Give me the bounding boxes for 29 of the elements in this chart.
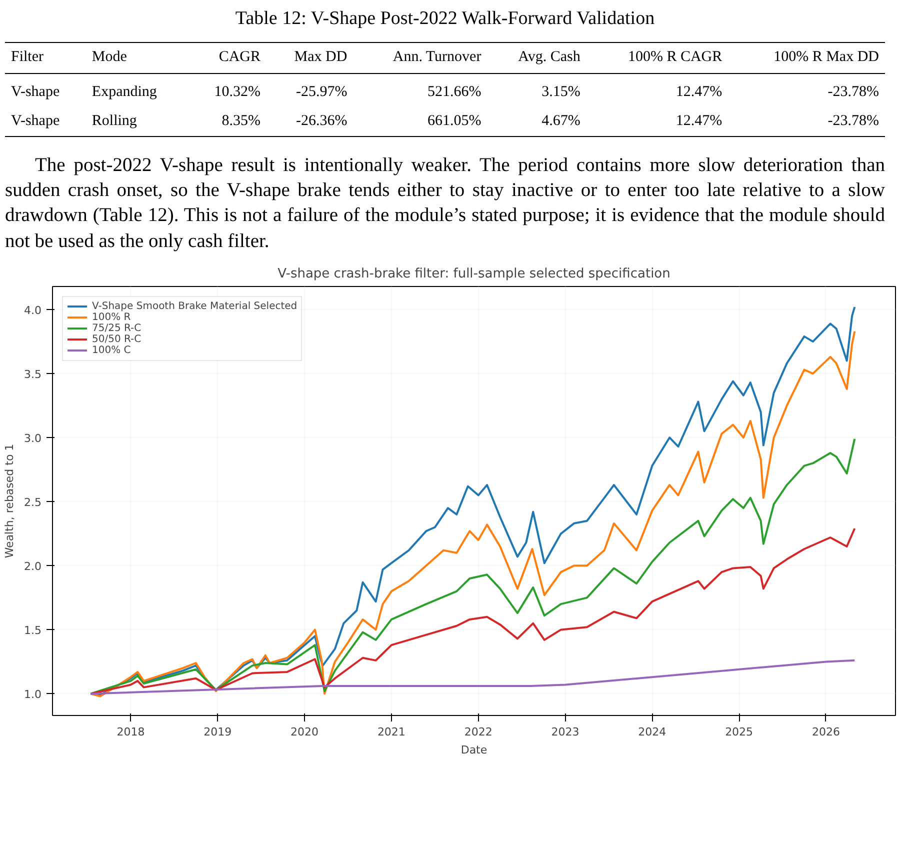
legend-label: 75/25 R-C bbox=[92, 322, 142, 334]
legend-label: V-Shape Smooth Brake Material Selected bbox=[92, 300, 298, 312]
legend-label: 50/50 R-C bbox=[92, 334, 142, 345]
x-tick-label: 2020 bbox=[290, 725, 319, 738]
y-tick-label: 3.0 bbox=[24, 432, 42, 446]
text: V-shape Expanding 10.32% -25.97% 521.66% 3.15% 12.47% -23.78% bbox=[11, 84, 879, 100]
caption: Table 12: V-Shape Post-2022 Walk-Forward Validation bbox=[234, 7, 656, 31]
x-tick-label: 2026 bbox=[812, 725, 840, 738]
y-tick-label: 1.0 bbox=[24, 688, 42, 702]
x-tick-label: 2024 bbox=[638, 725, 666, 738]
y-tick-label: 1.5 bbox=[24, 624, 42, 638]
y-tick-label: 3.5 bbox=[24, 368, 42, 381]
y-axis-title: Wealth, rebased to 1 bbox=[3, 444, 16, 558]
legend-label: 100% R bbox=[92, 312, 131, 323]
x-tick-label: 2018 bbox=[116, 725, 145, 738]
text: Filter Mode CAGR Max DD Ann. Turnover Avg. Cash 100% R CAGR 100% R Max DD bbox=[11, 49, 879, 66]
x-tick-label: 2019 bbox=[204, 725, 232, 738]
x-tick-label: 2023 bbox=[551, 725, 580, 738]
x-tick-label: 2022 bbox=[464, 725, 492, 738]
x-tick-label: 2025 bbox=[725, 725, 754, 738]
text: The post-2022 V-shape result is intentionally weaker. The period contains more slow deterioration than sudden crash onset, so the V-shape brake tends either to stay inactive or to enter too late relative to a slow drawdown (Table 12). This is not a failure of the module’s stated purpose; it is evidence that the module should not be used as the only cash filter. bbox=[5, 154, 885, 254]
chart-title: V-shape crash-brake filter: full-sample selected specification bbox=[278, 266, 670, 282]
x-tick-label: 2021 bbox=[377, 725, 406, 738]
y-tick-label: 4.0 bbox=[24, 304, 42, 317]
y-tick-label: 2.5 bbox=[24, 496, 42, 510]
y-tick-label: 2.0 bbox=[24, 560, 42, 574]
legend-label: 100% C bbox=[92, 344, 131, 356]
x-axis-title: Date bbox=[460, 743, 488, 756]
text: V-shape Rolling 8.35% -26.36% 661.05% 4.67% 12.47% -23.78% bbox=[11, 112, 879, 129]
